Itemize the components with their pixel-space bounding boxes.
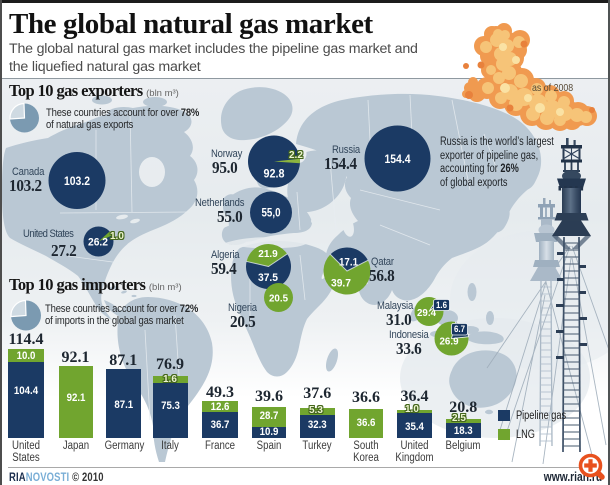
svg-text:55,0: 55,0	[262, 208, 281, 220]
svg-text:20.5: 20.5	[269, 293, 288, 305]
svg-text:103.2: 103.2	[64, 174, 90, 188]
svg-text:39.7: 39.7	[331, 278, 351, 290]
svg-text:26.2: 26.2	[88, 237, 108, 249]
svg-text:1.6: 1.6	[436, 300, 447, 311]
svg-text:26.9: 26.9	[440, 336, 459, 348]
svg-text:29.4: 29.4	[417, 307, 436, 319]
svg-text:154.4: 154.4	[385, 152, 411, 166]
svg-text:37.5: 37.5	[258, 272, 278, 284]
svg-text:17.1: 17.1	[339, 257, 358, 269]
svg-text:92.8: 92.8	[264, 169, 286, 181]
svg-text:21.9: 21.9	[258, 248, 278, 260]
svg-text:6.7: 6.7	[454, 324, 465, 335]
